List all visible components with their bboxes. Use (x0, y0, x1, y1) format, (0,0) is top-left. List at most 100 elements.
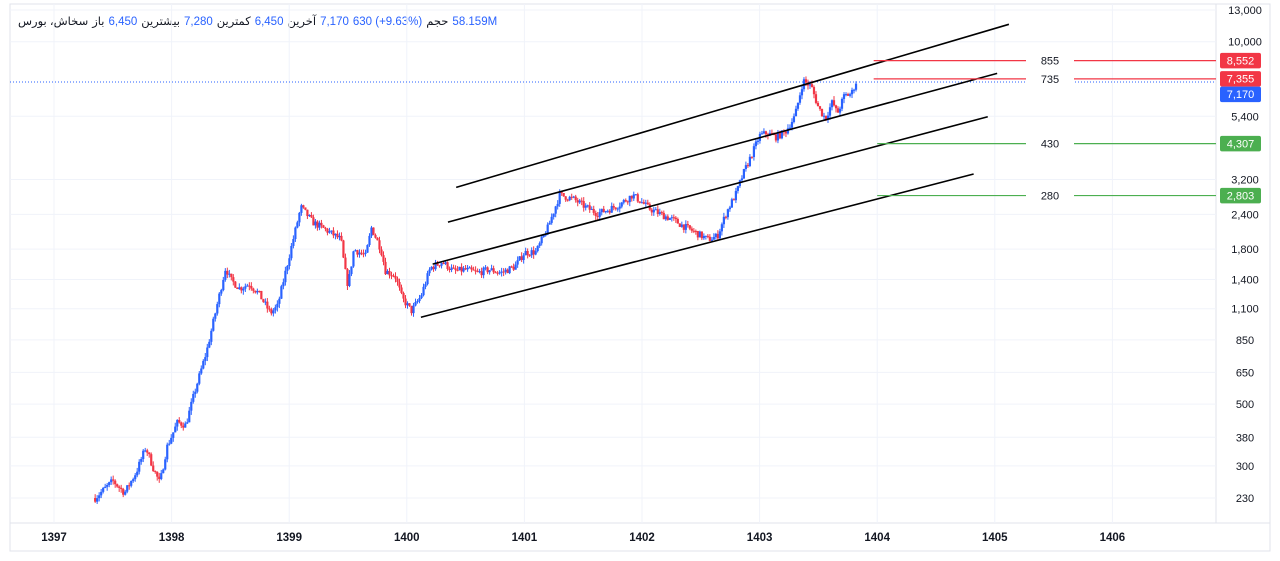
candle-body (274, 307, 277, 311)
candle-body (652, 209, 655, 213)
candle-body (666, 216, 669, 220)
candle-body (494, 272, 497, 274)
candle-body (280, 286, 283, 299)
candle-body (204, 357, 207, 361)
candle-body (318, 222, 321, 228)
candle-body (94, 497, 97, 502)
candle-body (534, 251, 537, 255)
candle-body (740, 178, 744, 181)
x-tick-label: 1406 (1100, 532, 1126, 544)
candle-body (820, 108, 824, 117)
candle-body (262, 299, 265, 302)
candle-body (126, 485, 129, 492)
candle-body (830, 100, 834, 108)
x-tick-label: 1405 (982, 532, 1008, 544)
candle-body (160, 473, 163, 480)
candle-body (736, 186, 739, 191)
candle-body (784, 131, 788, 134)
trend-channels[interactable] (420, 23, 1010, 319)
candle-body (728, 207, 731, 210)
candle-body (308, 215, 311, 217)
candle-body (824, 115, 828, 120)
candle-body (312, 217, 315, 226)
candle-body (294, 227, 297, 240)
candle-body (550, 216, 553, 223)
candle-body (828, 107, 832, 116)
candles[interactable] (94, 76, 858, 504)
y-axis[interactable]: 13,000 10,000 5,400 3,200 2,400 1,800 1,400 1,1… (10, 5, 1262, 505)
candle-body (632, 194, 635, 199)
candle-body (458, 266, 461, 271)
candle-body (798, 95, 802, 103)
candle-body (346, 269, 349, 286)
candle-body (756, 140, 760, 142)
channel-line[interactable] (455, 23, 1010, 189)
candle-body (266, 301, 269, 309)
candle-body (548, 222, 551, 225)
header-open-label: باز (92, 16, 105, 28)
price-levels[interactable]: 855 735 430 280 (873, 53, 1216, 203)
candle-body (330, 230, 333, 232)
candle-body (762, 131, 766, 134)
candle-body (164, 459, 167, 470)
candle-body (788, 127, 792, 129)
candle-body (130, 481, 133, 486)
candle-body (834, 105, 838, 109)
candle-body (450, 267, 453, 271)
candle-body (492, 268, 495, 273)
candle-body (326, 228, 329, 233)
candle-body (366, 245, 369, 253)
axis-badge-label: 7,355 (1227, 74, 1255, 86)
candle-body (640, 202, 643, 204)
candle-body (476, 270, 479, 272)
candle-body (578, 200, 581, 203)
header-high-value: 7,280 (184, 16, 213, 28)
candle-body (358, 252, 361, 255)
axis-badge (1220, 52, 1261, 69)
candle-body (486, 267, 489, 273)
candle-body (560, 192, 563, 194)
candle-body (644, 202, 647, 204)
candle-body (504, 269, 507, 272)
candle-body (674, 217, 677, 220)
candle-body (424, 284, 427, 287)
candle-body (300, 205, 303, 213)
candle-body (390, 275, 393, 277)
candle-body (538, 243, 541, 246)
x-axis[interactable]: 1397 1398 1399 1400 1401 1402 1403 1404 1405 1406 (41, 4, 1125, 544)
channel-line[interactable] (432, 115, 988, 265)
candle-body (466, 267, 469, 270)
candle-body (98, 495, 101, 499)
candle-body (668, 218, 671, 220)
candle-body (568, 196, 571, 201)
candle-body (206, 347, 209, 358)
candle-body (110, 479, 113, 483)
axis-badge (1220, 135, 1261, 152)
candle-body (462, 268, 465, 272)
candle-body (150, 454, 153, 466)
candle-body (292, 239, 295, 246)
candle-body (546, 224, 549, 235)
candle-body (276, 303, 279, 308)
symbol-header: سخاش، بورس باز 6,450 بیشترین 7,280 کمتری… (18, 14, 497, 28)
header-symbol[interactable]: سخاش، بورس (18, 16, 89, 28)
candle-body (214, 313, 217, 319)
candle-body (146, 450, 149, 453)
candle-body (478, 271, 481, 273)
candle-body (610, 205, 613, 213)
candle-body (140, 459, 143, 462)
candle-body (228, 273, 231, 275)
channel-line[interactable] (447, 72, 998, 223)
candle-body (440, 263, 443, 266)
candle-body (688, 225, 691, 229)
candle-body (760, 133, 764, 135)
y-tick-label: 2,400 (1231, 209, 1259, 221)
candle-body (444, 262, 447, 264)
channel-line[interactable] (420, 173, 974, 319)
header-volume-label: حجم (426, 16, 449, 28)
candle-body (514, 264, 517, 270)
candle-body (258, 290, 261, 292)
candle-body (182, 425, 185, 428)
candle-body (602, 208, 605, 213)
